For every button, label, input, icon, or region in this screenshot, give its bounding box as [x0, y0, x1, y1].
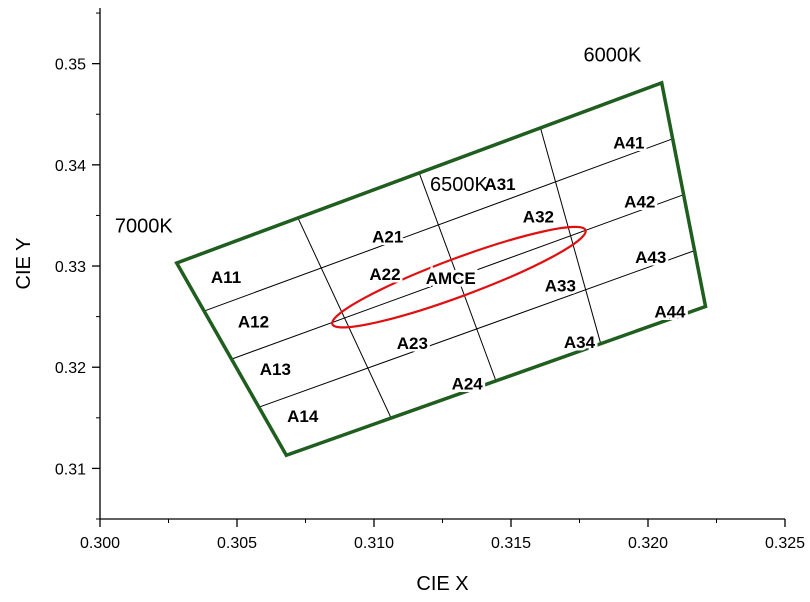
axes: CIE X CIE Y 0.300 0.305 0.310 0.315 0.320 0.3…	[13, 12, 805, 595]
region-label-a42: A42	[624, 192, 655, 211]
region-label-a44: A44	[654, 303, 686, 322]
boundary-quadrilateral	[174, 80, 708, 458]
x-tick-label-3: 0.315	[491, 535, 531, 552]
cct-label-6000k: 6000K	[583, 45, 641, 67]
cct-labels: 7000K 6500K 6000K	[115, 45, 642, 238]
region-label-a33: A33	[545, 276, 576, 295]
region-label-a43: A43	[635, 248, 666, 267]
x-tick-label-0: 0.300	[80, 535, 120, 552]
column-divider-3	[539, 127, 602, 344]
region-label-a23: A23	[397, 334, 428, 353]
region-label-a22: A22	[369, 265, 400, 284]
y-tick-label-1: 0.32	[55, 360, 86, 377]
region-label-a41: A41	[613, 134, 644, 153]
y-tick-label-4: 0.35	[55, 57, 86, 74]
y-tick-label-0: 0.31	[55, 461, 86, 478]
region-grid-lines	[203, 127, 695, 419]
amce-label: AMCE	[426, 269, 476, 288]
amce-ellipse-layer	[331, 225, 587, 329]
region-label-a12: A12	[238, 313, 269, 332]
region-label-a11: A11	[211, 268, 241, 287]
y-axis-title: CIE Y	[13, 238, 35, 290]
region-label-a32: A32	[523, 207, 554, 226]
column-divider-2	[418, 172, 497, 382]
x-tick-label-2: 0.310	[354, 535, 394, 552]
region-label-a14: A14	[287, 407, 319, 426]
x-tick-label-5: 0.325	[765, 535, 805, 552]
cct-label-6500k: 6500K	[430, 174, 488, 196]
x-tick-label-1: 0.305	[217, 535, 257, 552]
y-tick-label-2: 0.33	[55, 259, 86, 276]
row-divider-3	[258, 250, 695, 408]
region-label-a13: A13	[260, 360, 291, 379]
x-axis-title: CIE X	[416, 573, 468, 595]
cct-label-7000k: 7000K	[115, 216, 173, 238]
region-boundary	[174, 80, 708, 458]
region-labels: AMCE A11 A12 A13 A14 A21 A22 A23 A24 A31 A32 A33 A34…	[208, 131, 688, 428]
region-label-a24: A24	[452, 374, 484, 393]
region-label-a34: A34	[564, 333, 596, 352]
region-label-a31: A31	[484, 175, 515, 194]
region-label-a21: A21	[372, 228, 403, 247]
amce-ellipse	[331, 225, 587, 329]
x-tick-label-4: 0.320	[628, 535, 668, 552]
y-tick-label-3: 0.34	[55, 158, 86, 175]
